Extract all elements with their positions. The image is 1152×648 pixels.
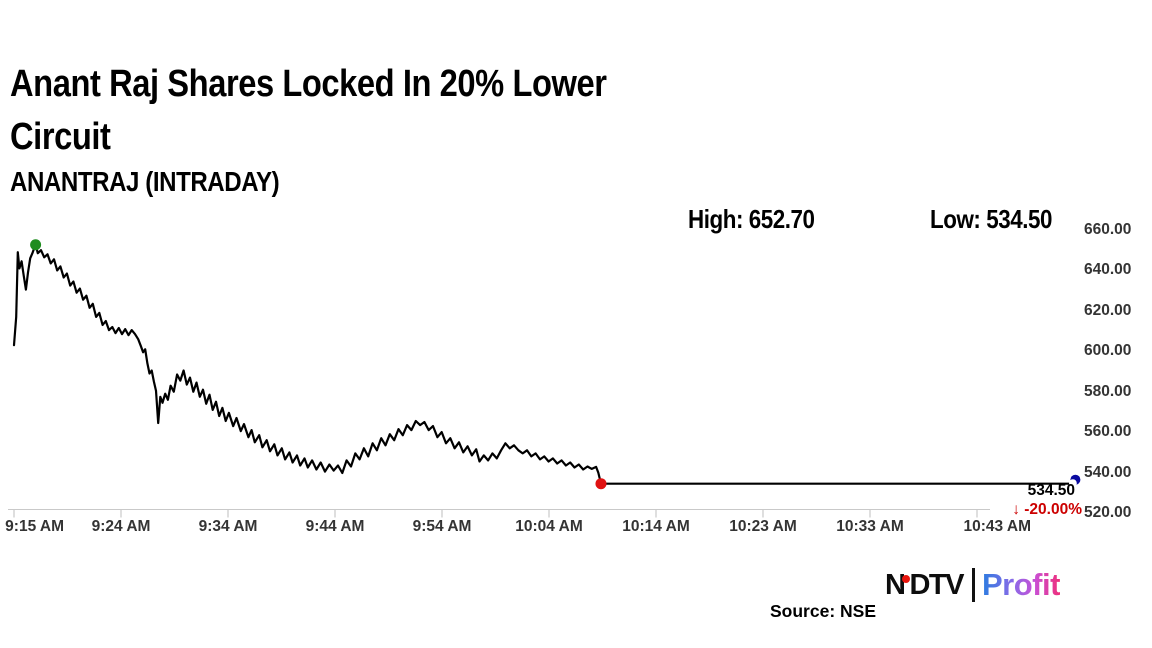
x-tick-label: 10:04 AM	[515, 518, 583, 535]
session-high-label: High: 652.70	[688, 204, 815, 234]
ndtv-red-dot-icon	[902, 574, 911, 583]
y-tick-label: 580.00	[1084, 382, 1132, 400]
x-tick-label: 9:34 AM	[198, 518, 258, 535]
chart-subtitle: ANANTRAJ (INTRADAY)	[10, 166, 280, 197]
y-tick-label: 520.00	[1084, 504, 1132, 521]
y-tick-label: 640.00	[1084, 261, 1132, 279]
x-tick-label: 10:23 AM	[729, 518, 797, 535]
brand-lockup: N DTV Profit	[885, 565, 1060, 605]
ndtv-letter-n: N	[885, 568, 906, 601]
session-high-marker-icon	[30, 239, 42, 251]
y-tick-label: 660.00	[1084, 221, 1132, 238]
x-tick-label: 10:43 AM	[963, 518, 1031, 535]
price-line	[12, 243, 1074, 485]
brand-separator	[971, 568, 975, 602]
x-tick-label: 9:44 AM	[305, 518, 365, 535]
page-title-line2: Circuit	[10, 116, 111, 158]
page-title-line1: Anant Raj Shares Locked In 20% Lower	[10, 63, 607, 105]
session-low-label: Low: 534.50	[930, 204, 1053, 234]
source-label: Source: NSE	[770, 601, 876, 621]
x-tick-label: 9:15 AM	[5, 518, 65, 535]
lower-circuit-marker-icon	[595, 478, 607, 490]
x-tick-label: 9:54 AM	[412, 518, 472, 535]
x-tick-label: 9:24 AM	[91, 518, 151, 535]
ndtv-letters-dtv: DTV	[909, 568, 964, 601]
change-percent-label: ↓ -20.00%	[990, 501, 1082, 519]
y-tick-label: 540.00	[1084, 463, 1132, 481]
x-tick-label: 10:14 AM	[622, 518, 690, 535]
ndtv-logo: N DTV	[885, 568, 964, 602]
x-tick-label: 10:33 AM	[836, 518, 904, 535]
profit-logo: Profit	[981, 567, 1060, 602]
last-price-marker-cutout	[1069, 479, 1077, 488]
last-price-label: 534.50	[1027, 482, 1075, 499]
y-tick-label: 560.00	[1084, 423, 1132, 441]
y-tick-label: 600.00	[1084, 342, 1132, 360]
y-tick-label: 620.00	[1084, 301, 1132, 319]
